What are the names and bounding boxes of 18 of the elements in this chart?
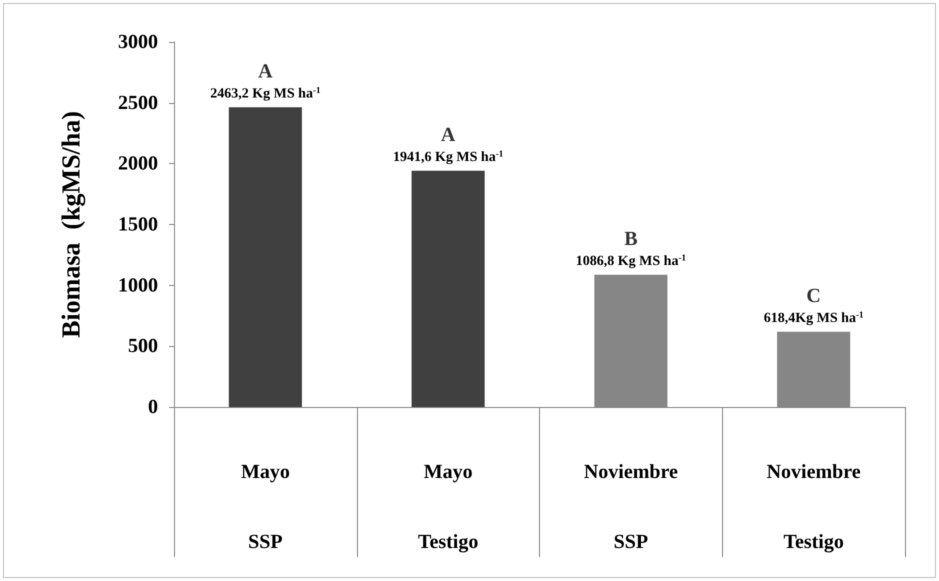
y-tick-label: 1000 <box>118 274 158 296</box>
category-label: Noviembre Testigo <box>766 461 861 553</box>
y-tick-label: 0 <box>148 396 158 418</box>
category-label: Mayo SSP <box>240 461 290 553</box>
annotation: A <box>440 124 456 146</box>
y-tick-label: 1500 <box>118 214 158 236</box>
bar <box>412 170 485 407</box>
category-label: Noviembre SSP <box>584 461 678 553</box>
y-axis-title: Biomasa (kgMS/ha) <box>56 111 86 338</box>
annotation: C <box>806 284 821 307</box>
bar <box>228 107 302 407</box>
y-tick-label: 3000 <box>118 31 158 53</box>
category-label: Mayo Testigo <box>418 461 478 553</box>
y-tick-label: 500 <box>128 335 158 358</box>
annotation: A <box>258 60 274 82</box>
annotation: B <box>624 228 638 250</box>
y-tick-label: 2500 <box>118 92 158 114</box>
y-tick-label: 2000 <box>118 152 158 175</box>
